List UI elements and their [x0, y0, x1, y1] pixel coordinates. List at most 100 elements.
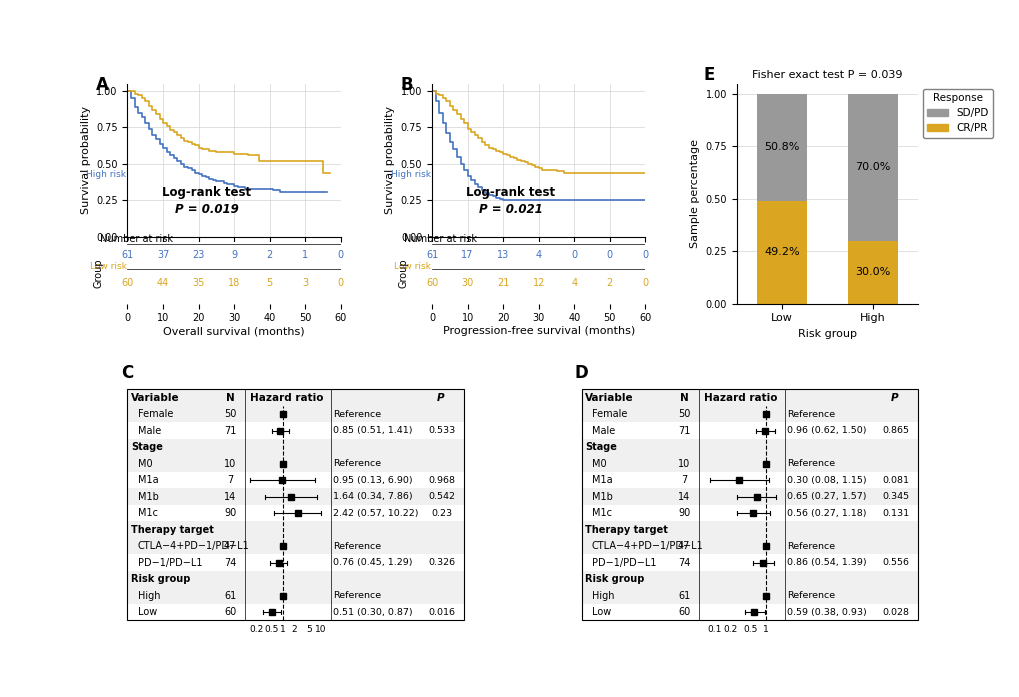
Text: Log-rank test: Log-rank test [162, 186, 251, 199]
Bar [581, 588, 917, 604]
Text: 0.85 (0.51, 1.41): 0.85 (0.51, 1.41) [332, 426, 412, 435]
Text: M0: M0 [591, 459, 605, 468]
Text: 0.016: 0.016 [428, 608, 455, 617]
Text: 74: 74 [678, 558, 690, 567]
Text: 0: 0 [606, 250, 612, 260]
Text: 7: 7 [227, 475, 233, 485]
Text: B: B [399, 76, 413, 94]
Text: 7: 7 [681, 475, 687, 485]
Text: 47: 47 [678, 541, 690, 551]
Text: 0.2: 0.2 [250, 625, 264, 634]
Text: 0.2: 0.2 [722, 625, 737, 634]
Text: 4: 4 [571, 278, 577, 288]
Text: Stage: Stage [585, 442, 616, 452]
Text: Reference: Reference [786, 410, 835, 419]
Text: D: D [575, 365, 588, 383]
Text: High risk: High risk [87, 170, 126, 179]
Text: 30.0%: 30.0% [854, 267, 890, 277]
Text: Reference: Reference [332, 542, 380, 551]
Text: 5: 5 [307, 625, 312, 634]
Bar [127, 571, 464, 588]
Text: 13: 13 [496, 250, 508, 260]
Bar [127, 422, 464, 439]
Text: 1: 1 [762, 625, 768, 634]
Text: 60: 60 [121, 278, 133, 288]
Bar [581, 390, 917, 620]
Bar [581, 538, 917, 554]
Text: 0: 0 [337, 250, 343, 260]
Text: 44: 44 [157, 278, 169, 288]
Text: 0.51 (0.30, 0.87): 0.51 (0.30, 0.87) [332, 608, 412, 617]
Text: 14: 14 [678, 491, 690, 502]
Text: 50: 50 [678, 409, 690, 419]
Text: Hazard ratio: Hazard ratio [703, 392, 776, 403]
Bar [581, 554, 917, 571]
Bar [581, 489, 917, 505]
Text: 50.8%: 50.8% [763, 142, 799, 153]
Text: 0.96 (0.62, 1.50): 0.96 (0.62, 1.50) [786, 426, 865, 435]
Text: 0.23: 0.23 [431, 509, 452, 518]
Text: 0.95 (0.13, 6.90): 0.95 (0.13, 6.90) [332, 475, 412, 484]
Bar [581, 406, 917, 422]
Text: High: High [591, 590, 613, 601]
Text: M1c: M1c [138, 508, 158, 518]
Text: 3: 3 [302, 278, 308, 288]
Text: 0.865: 0.865 [881, 426, 909, 435]
Bar [581, 439, 917, 455]
Text: 0: 0 [571, 250, 577, 260]
Text: Female: Female [138, 409, 173, 419]
Text: 0.556: 0.556 [881, 558, 909, 567]
Text: 61: 61 [426, 250, 438, 260]
Text: Stage: Stage [130, 442, 163, 452]
Bar [127, 588, 464, 604]
Text: 0.5: 0.5 [743, 625, 757, 634]
Text: Log-rank test: Log-rank test [466, 186, 555, 199]
Text: A: A [96, 76, 108, 94]
Text: M1b: M1b [591, 491, 612, 502]
Text: 0.59 (0.38, 0.93): 0.59 (0.38, 0.93) [786, 608, 866, 617]
Bar [756, 201, 806, 304]
Text: 74: 74 [224, 558, 236, 567]
Text: 60: 60 [678, 607, 690, 617]
Text: 0.30 (0.08, 1.15): 0.30 (0.08, 1.15) [786, 475, 865, 484]
Text: 1.64 (0.34, 7.86): 1.64 (0.34, 7.86) [332, 492, 412, 501]
Text: 0.028: 0.028 [881, 608, 909, 617]
Text: 70.0%: 70.0% [854, 162, 890, 172]
Bar [581, 505, 917, 521]
Legend: SD/PD, CR/PR: SD/PD, CR/PR [922, 89, 991, 137]
Y-axis label: Survival probability: Survival probability [385, 106, 394, 215]
Text: 0: 0 [337, 278, 343, 288]
Text: Reference: Reference [786, 459, 835, 468]
Text: Number at risk: Number at risk [404, 233, 477, 243]
Text: M1a: M1a [591, 475, 611, 485]
Text: Male: Male [591, 426, 614, 436]
Bar [127, 390, 464, 406]
Text: Low risk: Low risk [90, 262, 126, 271]
Bar [127, 521, 464, 538]
Text: 30: 30 [461, 278, 473, 288]
Text: CTLA−4+PD−1/PD−L1: CTLA−4+PD−1/PD−L1 [591, 541, 703, 551]
Bar [581, 455, 917, 472]
Text: P: P [890, 392, 898, 403]
Text: Therapy target: Therapy target [585, 525, 667, 535]
Text: Reference: Reference [786, 591, 835, 600]
Text: Variable: Variable [585, 392, 633, 403]
Text: 0.542: 0.542 [428, 492, 455, 501]
Text: 0.86 (0.54, 1.39): 0.86 (0.54, 1.39) [786, 558, 865, 567]
Text: 5: 5 [266, 278, 273, 288]
Text: 71: 71 [224, 426, 236, 436]
Text: 14: 14 [224, 491, 236, 502]
Bar [581, 390, 917, 406]
Text: High: High [138, 590, 160, 601]
Text: 0.76 (0.45, 1.29): 0.76 (0.45, 1.29) [332, 558, 412, 567]
Text: Female: Female [591, 409, 627, 419]
Bar [127, 505, 464, 521]
Text: P: P [436, 392, 443, 403]
Text: 0.345: 0.345 [881, 492, 909, 501]
Text: High risk: High risk [390, 170, 431, 179]
Text: Male: Male [138, 426, 161, 436]
Bar [127, 472, 464, 489]
Text: N: N [225, 392, 234, 403]
Text: 61: 61 [121, 250, 133, 260]
Text: M1c: M1c [591, 508, 611, 518]
